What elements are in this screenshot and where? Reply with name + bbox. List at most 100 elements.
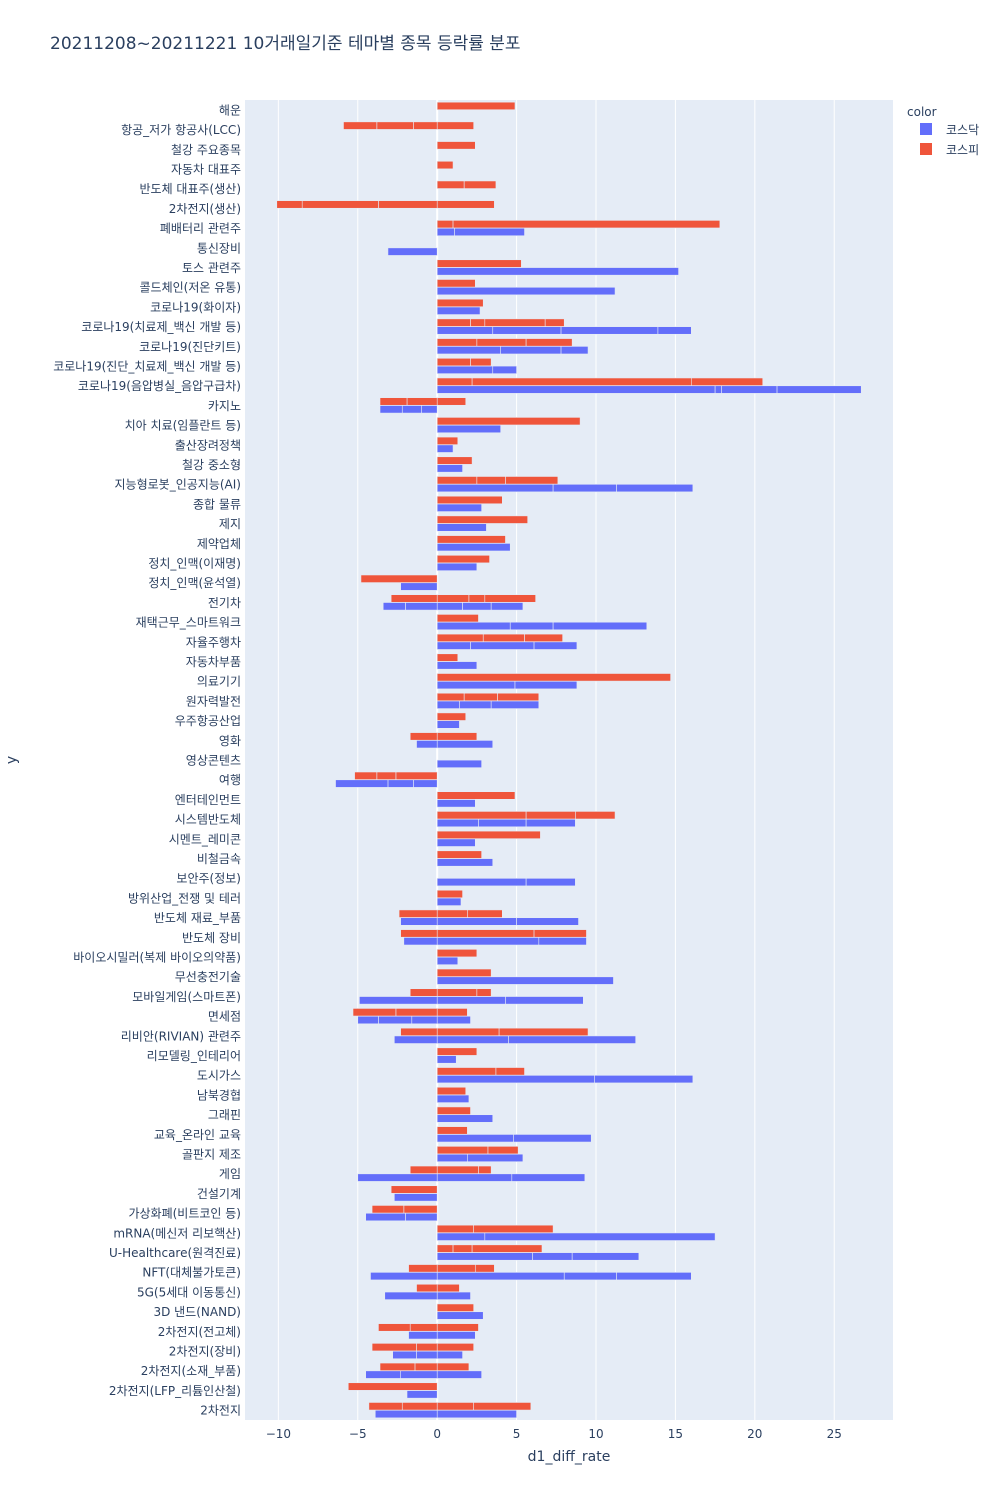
bar-segment[interactable] xyxy=(416,1350,438,1360)
bar-segment[interactable] xyxy=(436,279,476,288)
bar-segment[interactable] xyxy=(462,602,492,611)
bar-segment[interactable] xyxy=(575,811,616,820)
bar-segment[interactable] xyxy=(436,326,494,335)
bar-segment[interactable] xyxy=(594,1075,694,1084)
bar-segment[interactable] xyxy=(406,397,438,406)
bar-segment[interactable] xyxy=(436,495,503,505)
bar-segment[interactable] xyxy=(436,554,490,564)
bar-segment[interactable] xyxy=(436,298,484,308)
bar-segment[interactable] xyxy=(413,779,438,788)
bar-segment[interactable] xyxy=(476,988,492,997)
bar-segment[interactable] xyxy=(509,621,554,631)
bar-segment[interactable] xyxy=(420,405,438,414)
bar-segment[interactable] xyxy=(436,1067,497,1076)
bar-segment[interactable] xyxy=(436,1264,476,1273)
bar-segment[interactable] xyxy=(436,1252,533,1261)
bar-segment[interactable] xyxy=(616,1272,692,1281)
bar-segment[interactable] xyxy=(436,1086,467,1096)
bar-segment[interactable] xyxy=(405,1212,438,1222)
bar-segment[interactable] xyxy=(382,602,406,611)
bar-segment[interactable] xyxy=(409,732,438,741)
bar-segment[interactable] xyxy=(436,1362,470,1371)
bar-segment[interactable] xyxy=(436,1272,565,1281)
bar-segment[interactable] xyxy=(413,121,438,130)
bar-segment[interactable] xyxy=(343,121,378,130)
bar-segment[interactable] xyxy=(500,346,562,355)
bar-segment[interactable] xyxy=(436,200,495,209)
bar-segment[interactable] xyxy=(395,771,438,780)
bar-segment[interactable] xyxy=(470,357,492,367)
bar-segment[interactable] xyxy=(409,988,438,997)
bar-segment[interactable] xyxy=(511,1173,586,1182)
bar-segment[interactable] xyxy=(378,200,438,209)
bar-segment[interactable] xyxy=(436,1331,476,1340)
bar-segment[interactable] xyxy=(490,602,524,611)
bar-segment[interactable] xyxy=(393,1035,438,1044)
bar-segment[interactable] xyxy=(471,377,692,386)
bar-segment[interactable] xyxy=(544,318,565,327)
bar-segment[interactable] xyxy=(436,1114,494,1123)
bar-segment[interactable] xyxy=(400,1027,438,1037)
bar-segment[interactable] xyxy=(505,996,584,1005)
bar-segment[interactable] xyxy=(436,838,476,847)
bar-segment[interactable] xyxy=(390,594,438,603)
bar-segment[interactable] xyxy=(560,326,659,335)
bar-segment[interactable] xyxy=(436,1055,457,1064)
bar-segment[interactable] xyxy=(436,562,478,571)
bar-segment[interactable] xyxy=(495,1067,525,1076)
bar-segment[interactable] xyxy=(379,397,408,406)
bar-segment[interactable] xyxy=(408,1331,438,1340)
bar-segment[interactable] xyxy=(365,1370,401,1379)
bar-segment[interactable] xyxy=(476,476,506,485)
bar-segment[interactable] xyxy=(436,1173,513,1182)
bar-segment[interactable] xyxy=(436,720,460,729)
bar-segment[interactable] xyxy=(276,200,303,209)
bar-segment[interactable] xyxy=(436,464,463,473)
bar-segment[interactable] xyxy=(400,929,438,938)
bar-segment[interactable] xyxy=(721,385,778,394)
bar-segment[interactable] xyxy=(490,700,540,709)
bar-segment[interactable] xyxy=(436,1153,468,1163)
bar-segment[interactable] xyxy=(657,326,692,335)
bar-segment[interactable] xyxy=(436,594,470,603)
bar-segment[interactable] xyxy=(436,661,478,670)
bar-segment[interactable] xyxy=(395,1008,438,1017)
bar-segment[interactable] xyxy=(436,1311,484,1320)
bar-segment[interactable] xyxy=(478,1165,492,1174)
bar-segment[interactable] xyxy=(436,1232,486,1241)
bar-segment[interactable] xyxy=(393,1193,438,1202)
bar-segment[interactable] xyxy=(390,1185,438,1194)
bar-segment[interactable] xyxy=(408,1264,438,1273)
bar-segment[interactable] xyxy=(370,1272,438,1281)
bar-segment[interactable] xyxy=(436,1283,460,1293)
bar-segment[interactable] xyxy=(468,594,486,603)
bar-segment[interactable] xyxy=(525,818,576,828)
bar-segment[interactable] xyxy=(401,405,422,414)
bar-segment[interactable] xyxy=(436,799,476,808)
bar-segment[interactable] xyxy=(436,1244,454,1253)
bar-segment[interactable] xyxy=(359,996,438,1005)
bar-segment[interactable] xyxy=(436,818,479,828)
bar-segment[interactable] xyxy=(497,692,540,702)
bar-segment[interactable] xyxy=(478,818,527,828)
bar-segment[interactable] xyxy=(436,227,455,237)
bar-segment[interactable] xyxy=(436,357,471,367)
bar-segment[interactable] xyxy=(436,1008,468,1017)
bar-segment[interactable] xyxy=(436,740,494,749)
bar-segment[interactable] xyxy=(371,1343,417,1352)
bar-segment[interactable] xyxy=(436,1224,475,1234)
bar-segment[interactable] xyxy=(347,1382,438,1391)
bar-segment[interactable] xyxy=(516,917,579,926)
bar-segment[interactable] xyxy=(471,1244,543,1253)
bar-segment[interactable] xyxy=(436,483,554,493)
bar-segment[interactable] xyxy=(436,346,502,355)
bar-segment[interactable] xyxy=(492,326,562,335)
bar-segment[interactable] xyxy=(436,680,516,690)
bar-segment[interactable] xyxy=(487,1146,519,1155)
bar-segment[interactable] xyxy=(473,1402,532,1411)
bar-segment[interactable] xyxy=(436,996,506,1005)
bar-segment[interactable] xyxy=(436,523,487,532)
bar-segment[interactable] xyxy=(474,1264,495,1273)
bar-segment[interactable] xyxy=(436,830,541,840)
bar-segment[interactable] xyxy=(463,180,497,189)
